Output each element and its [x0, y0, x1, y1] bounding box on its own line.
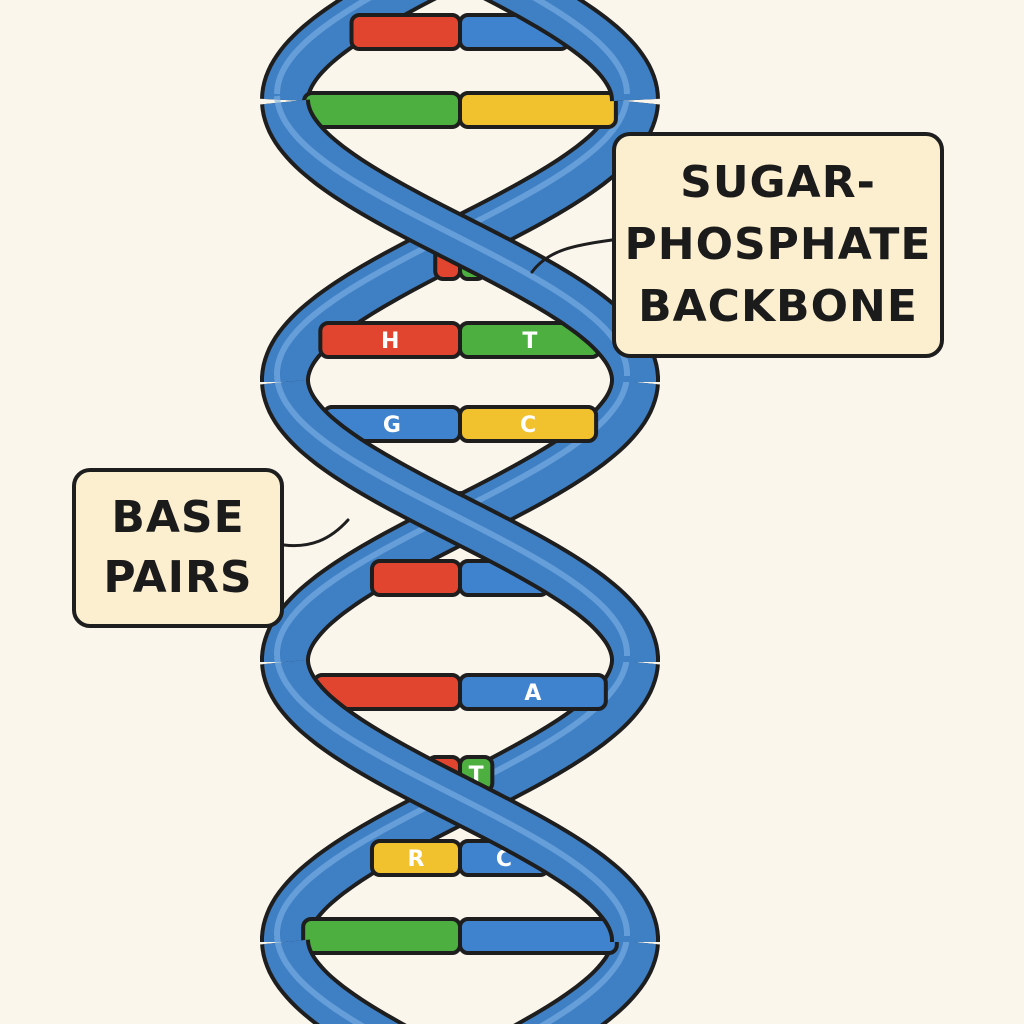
base-letter-right: A [524, 681, 541, 706]
base-letter-right: T [522, 329, 537, 354]
strand-b-back-segment-highlight [274, 0, 372, 95]
backbone-leader-line [530, 238, 614, 274]
base-pairs-label-line-2: PAIRS [103, 552, 253, 603]
strand-a-front-segment-highlight [274, 375, 630, 656]
backbone-label-line-3: BACKBONE [638, 281, 918, 332]
strand-a-front-segment-highlight [274, 935, 365, 1024]
base-left [301, 917, 462, 955]
backbone-label-line-1: SUGAR- [680, 157, 876, 208]
strand-a-front-segment-highlight [532, 0, 630, 95]
base-right [458, 405, 599, 443]
strand-b-front-segment-highlight [274, 95, 630, 376]
base-letter-left: R [408, 847, 425, 872]
base-letter-left: G [383, 413, 401, 438]
base-left [302, 91, 463, 129]
strand-b-front-segment-highlight [274, 655, 630, 936]
base-pair-rung: A [312, 673, 608, 711]
base-pair-rung [301, 917, 619, 955]
base-pairs-label-line-1: BASE [111, 492, 245, 543]
strand-b-back-segment-highlight [539, 935, 630, 1024]
base-pair-rung [302, 91, 618, 129]
backbone-label: SUGAR- PHOSPHATE BACKBONE [612, 132, 944, 358]
strand-b-back-segment [521, 939, 656, 1024]
base-letter-left: H [381, 329, 399, 354]
base-left [349, 13, 462, 51]
base-letter-right: C [520, 413, 536, 438]
base-pairs-label: BASE PAIRS [72, 468, 284, 628]
base-pairs-group: H TG CAA TR C [301, 13, 619, 955]
base-letter-right: C [496, 847, 512, 872]
base-right [458, 91, 618, 129]
base-left [369, 559, 463, 597]
base-right [458, 673, 608, 711]
backbone-label-line-2: PHOSPHATE [624, 219, 932, 270]
base-right [458, 917, 619, 955]
base-pairs-leader-line [282, 518, 350, 548]
